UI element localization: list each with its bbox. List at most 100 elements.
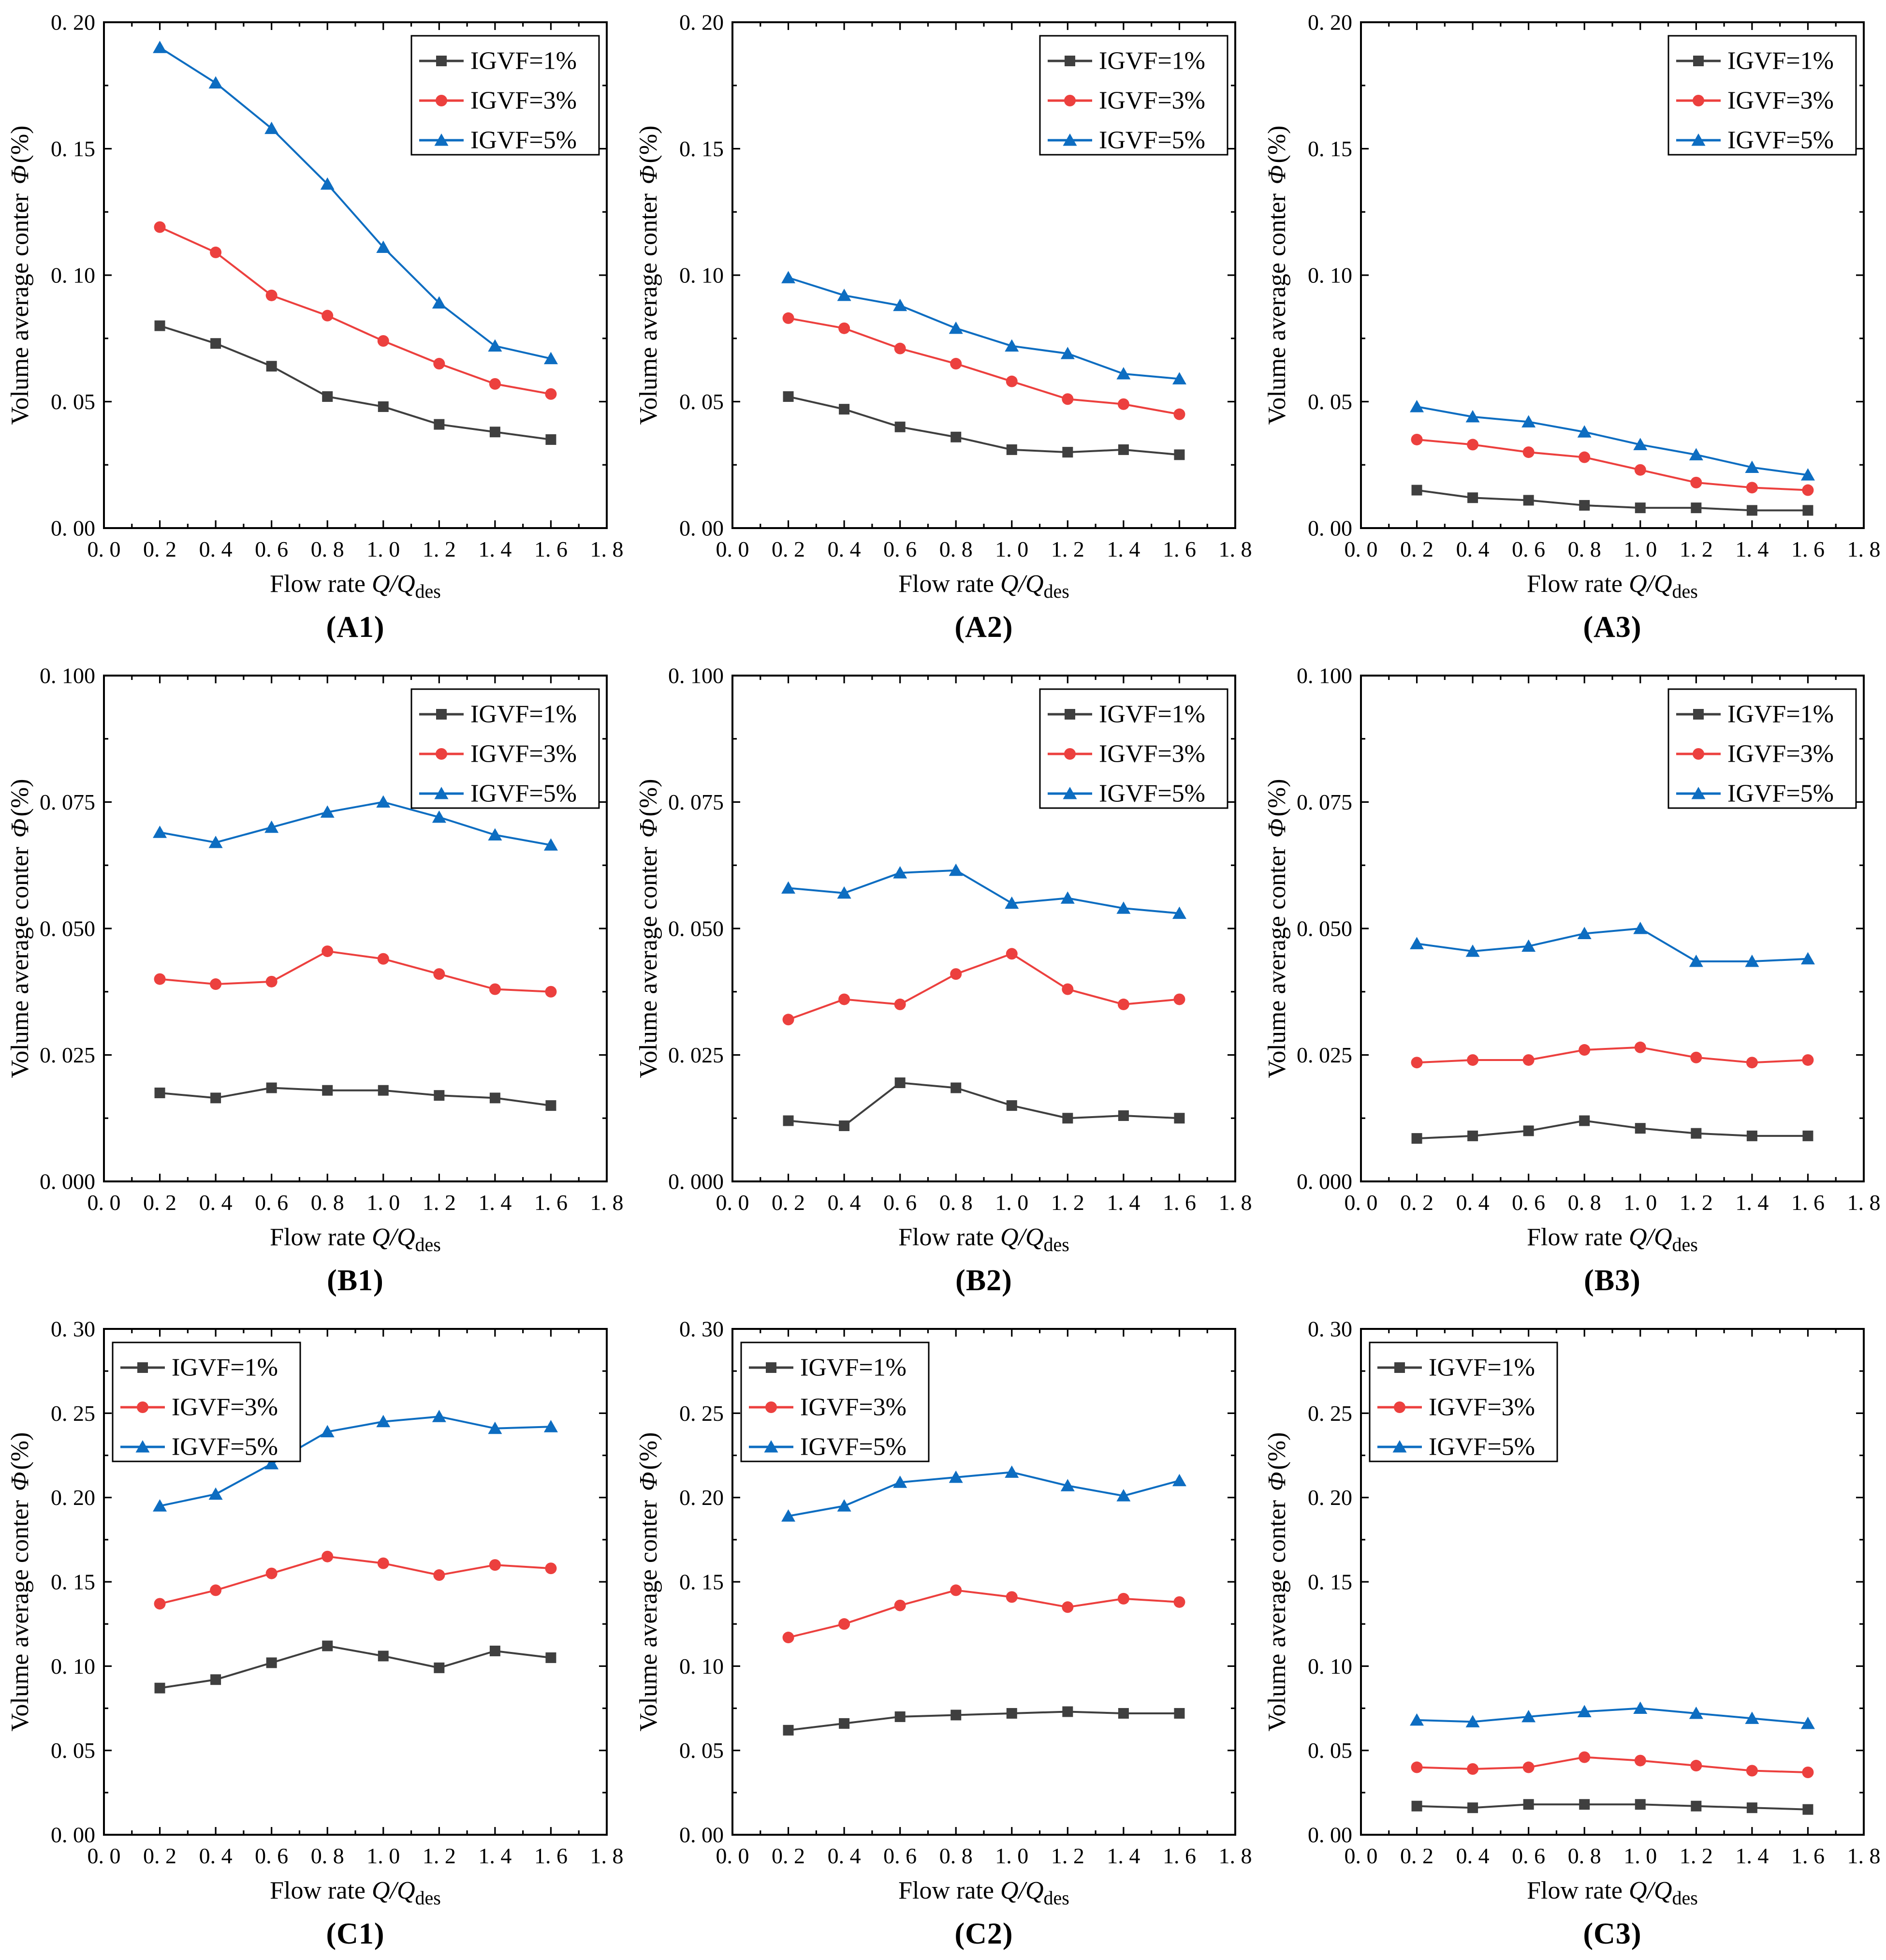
- series-igvf-5: [153, 1410, 558, 1512]
- data-point: [1521, 415, 1536, 427]
- y-axis-title: Volume average conter Φ(%): [1263, 1432, 1291, 1732]
- x-tick-label: 0. 8: [939, 537, 973, 561]
- legend-entry: IGVF=5%: [419, 780, 577, 808]
- chart-panel-a2: 0. 00 0. 05 0. 10 0. 15 0. 20 0. 0 0. 2 0. 4 0. …: [629, 0, 1257, 653]
- data-point: [545, 1562, 557, 1575]
- y-tick-label: 0. 30: [51, 1317, 95, 1341]
- data-point: [1633, 438, 1648, 450]
- y-tick-labels: 0. 00 0. 05 0. 10 0. 15 0. 20 0. 25 0. 30: [1308, 1317, 1352, 1847]
- legend-label: IGVF=5%: [800, 1433, 906, 1461]
- x-tick-label: 1. 0: [995, 537, 1028, 561]
- data-point: [322, 309, 334, 322]
- data-point: [1118, 1708, 1129, 1719]
- legend-label: IGVF=3%: [1099, 740, 1205, 768]
- legend-label: IGVF=1%: [470, 47, 577, 75]
- data-point: [894, 1711, 906, 1722]
- y-tick-label: 0. 025: [40, 1043, 95, 1067]
- data-point: [1802, 1130, 1813, 1141]
- axis-ticks: [1360, 21, 1865, 529]
- data-point: [1579, 1044, 1591, 1056]
- x-tick-label: 1. 2: [423, 537, 456, 561]
- legend-label: IGVF=3%: [470, 740, 577, 768]
- data-point: [1635, 1123, 1646, 1134]
- data-point: [1800, 1716, 1815, 1729]
- data-point: [265, 289, 278, 301]
- x-tick-label: 0. 6: [255, 1843, 288, 1868]
- legend: IGVF=1% IGVF=3% IGVF=5%: [1369, 1341, 1558, 1462]
- y-tick-label: 0. 100: [668, 663, 724, 688]
- x-axis-title: Flow rate Q/Qdes: [1527, 1877, 1698, 1909]
- x-axis-title: Flow rate Q/Qdes: [898, 1877, 1069, 1909]
- x-tick-label: 1. 2: [1051, 1190, 1084, 1215]
- data-point: [1579, 1751, 1591, 1763]
- panel-caption: (C1): [326, 1917, 385, 1950]
- x-tick-label: 0. 8: [1568, 1190, 1601, 1215]
- data-point: [1410, 1713, 1424, 1726]
- y-axis-title: Volume average conter Φ(%): [635, 779, 662, 1078]
- data-point: [1005, 1465, 1019, 1478]
- legend-label: IGVF=1%: [1099, 47, 1205, 75]
- series-igvf-3: [782, 1584, 1185, 1644]
- legend-entry: IGVF=3%: [419, 740, 577, 768]
- y-tick-label: 0. 15: [51, 136, 95, 161]
- data-point: [266, 1082, 277, 1093]
- x-tick-label: 0. 8: [939, 1190, 973, 1215]
- data-point: [1465, 410, 1480, 423]
- chart-canvas-a2: 0. 000. 050. 100. 150. 200. 0 0. 2 0. 4 0. …: [635, 10, 1252, 603]
- data-point: [1005, 896, 1019, 909]
- y-tick-labels: 0. 00 0. 05 0. 10 0. 15 0. 20 0. 25 0. 30: [679, 1317, 724, 1847]
- series-line: [788, 277, 1180, 380]
- data-point: [1579, 451, 1591, 463]
- x-tick-label: 0. 8: [939, 1843, 973, 1868]
- x-tick-label: 0. 2: [772, 537, 805, 561]
- data-point: [1746, 505, 1757, 516]
- chart-panel-b1: 0. 000 0. 025 0. 050 0. 075 0. 100 0. 0 0. 2 0.…: [0, 653, 629, 1307]
- x-tick-label: 1. 0: [1623, 1843, 1657, 1868]
- x-tick-label: 0. 2: [1400, 1190, 1433, 1215]
- panel-caption: (C2): [954, 1917, 1013, 1950]
- y-tick-labels: 0. 000 0. 025 0. 050 0. 075 0. 100: [1297, 663, 1352, 1194]
- x-axis-title: Flow rate Q/Qdes: [270, 570, 441, 602]
- data-point: [1006, 444, 1017, 455]
- y-tick-label: 0. 20: [51, 1485, 95, 1510]
- y-tick-labels: 0. 000 0. 025 0. 050 0. 075 0. 100: [668, 663, 724, 1194]
- y-tick-labels: 0. 00 0. 05 0. 10 0. 15 0. 20: [679, 10, 724, 541]
- y-tick-label: 0. 10: [1308, 1654, 1352, 1679]
- data-point: [1060, 347, 1075, 359]
- x-tick-label: 0. 6: [1512, 1190, 1545, 1215]
- data-point: [1411, 1761, 1423, 1773]
- legend-label: IGVF=1%: [172, 1354, 278, 1382]
- data-point: [208, 76, 223, 89]
- legend-label: IGVF=1%: [1099, 701, 1205, 728]
- legend-marker: [436, 748, 447, 760]
- data-point: [1062, 1706, 1073, 1717]
- series-igvf-3: [154, 1550, 557, 1610]
- data-point: [1691, 1128, 1702, 1139]
- data-point: [1521, 939, 1536, 952]
- legend-marker: [1392, 1440, 1407, 1453]
- data-point: [545, 1100, 556, 1111]
- x-tick-label: 0. 4: [1456, 537, 1490, 561]
- data-point: [543, 1420, 558, 1432]
- chart-panel-a3: 0. 00 0. 05 0. 10 0. 15 0. 20 0. 0 0. 2 0. 4 0. …: [1257, 0, 1886, 653]
- series-igvf-3: [1411, 433, 1814, 496]
- legend-entry: IGVF=1%: [1377, 1354, 1535, 1382]
- data-point: [154, 973, 166, 985]
- series-line: [159, 226, 551, 395]
- data-point: [322, 945, 334, 958]
- data-point: [1633, 922, 1648, 934]
- legend-entry: IGVF=5%: [1048, 780, 1205, 808]
- x-tick-label: 0. 4: [1456, 1843, 1490, 1868]
- legend-entry: IGVF=5%: [419, 127, 577, 154]
- data-point: [545, 388, 557, 400]
- data-point: [543, 352, 558, 365]
- y-tick-label: 0. 05: [679, 1738, 724, 1763]
- data-point: [378, 1085, 389, 1096]
- data-point: [1172, 906, 1186, 919]
- data-point: [432, 296, 446, 309]
- x-tick-labels: 0. 0 0. 2 0. 4 0. 6 0. 8 1. 0 1. 2 1. 4 1. 6 1. 8: [716, 1843, 1252, 1868]
- x-axis-title: Flow rate Q/Qdes: [1527, 570, 1698, 602]
- x-tick-label: 0. 0: [716, 1190, 749, 1215]
- data-point: [1467, 1802, 1478, 1813]
- x-tick-label: 0. 2: [1400, 537, 1433, 561]
